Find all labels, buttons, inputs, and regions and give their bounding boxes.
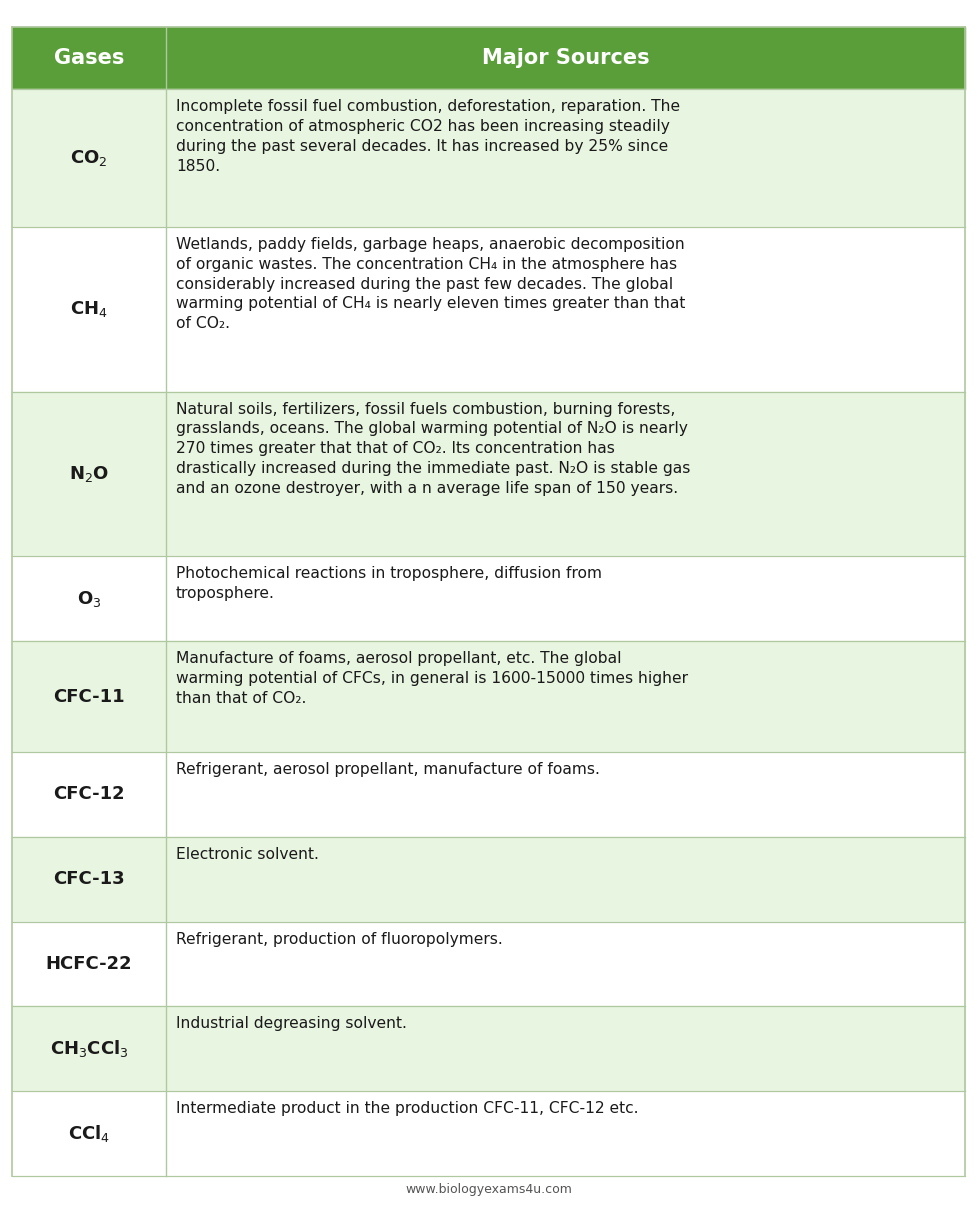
Bar (166, 1091, 965, 1176)
Text: CFC-13: CFC-13 (53, 871, 125, 888)
Bar (166, 921, 965, 1006)
Text: CH$_3$CCl$_3$: CH$_3$CCl$_3$ (50, 1038, 128, 1059)
Bar (166, 642, 965, 753)
Bar (166, 753, 965, 837)
Bar (166, 556, 965, 642)
Text: Wetlands, paddy fields, garbage heaps, anaerobic decomposition
of organic wastes: Wetlands, paddy fields, garbage heaps, a… (176, 238, 686, 332)
Bar (12, 227, 166, 392)
Text: Manufacture of foams, aerosol propellant, etc. The global
warming potential of C: Manufacture of foams, aerosol propellant… (176, 651, 688, 706)
Bar (166, 1006, 965, 1091)
Text: Refrigerant, production of fluoropolymers.: Refrigerant, production of fluoropolymer… (176, 931, 503, 947)
Bar (12, 1091, 166, 1176)
Bar (166, 89, 965, 227)
Bar (166, 27, 965, 89)
Bar (12, 642, 166, 753)
Bar (12, 27, 166, 89)
Text: CO$_2$: CO$_2$ (70, 148, 107, 168)
Bar (12, 837, 166, 921)
Bar (166, 227, 965, 392)
Bar (166, 837, 965, 921)
Text: www.biologyexams4u.com: www.biologyexams4u.com (405, 1183, 572, 1196)
Text: Natural soils, fertilizers, fossil fuels combustion, burning forests,
grasslands: Natural soils, fertilizers, fossil fuels… (176, 402, 691, 496)
Text: Incomplete fossil fuel combustion, deforestation, reparation. The
concentration : Incomplete fossil fuel combustion, defor… (176, 99, 680, 174)
Text: CH$_4$: CH$_4$ (70, 299, 107, 320)
Text: Electronic solvent.: Electronic solvent. (176, 847, 319, 862)
Bar (12, 89, 166, 227)
Bar (12, 392, 166, 556)
Text: Industrial degreasing solvent.: Industrial degreasing solvent. (176, 1017, 407, 1031)
Bar (12, 556, 166, 642)
Text: O$_3$: O$_3$ (76, 589, 102, 609)
Text: Intermediate product in the production CFC-11, CFC-12 etc.: Intermediate product in the production C… (176, 1101, 639, 1116)
Text: CFC-11: CFC-11 (53, 687, 125, 706)
Text: Gases: Gases (54, 48, 124, 68)
Bar (12, 921, 166, 1006)
Text: Refrigerant, aerosol propellant, manufacture of foams.: Refrigerant, aerosol propellant, manufac… (176, 762, 600, 777)
Text: N$_2$O: N$_2$O (68, 464, 109, 484)
Bar (166, 392, 965, 556)
Text: HCFC-22: HCFC-22 (46, 955, 132, 973)
Text: CCl$_4$: CCl$_4$ (67, 1123, 110, 1144)
Text: CFC-12: CFC-12 (53, 785, 125, 803)
Bar (12, 1006, 166, 1091)
Text: Photochemical reactions in troposphere, diffusion from
troposphere.: Photochemical reactions in troposphere, … (176, 567, 602, 601)
Text: Major Sources: Major Sources (482, 48, 650, 68)
Bar (12, 753, 166, 837)
